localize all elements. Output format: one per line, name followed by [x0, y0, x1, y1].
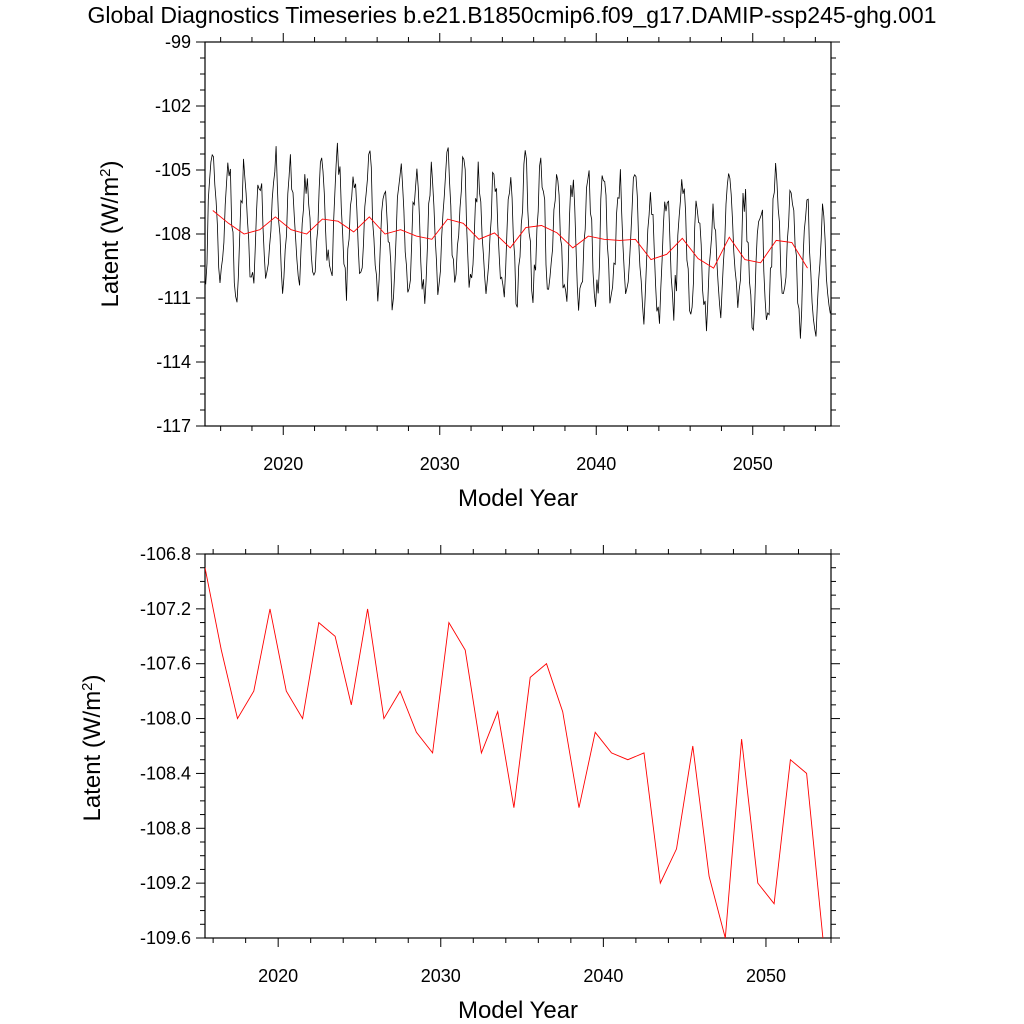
x-tick-label: 2020 [263, 454, 303, 474]
series-monthly-line [205, 142, 831, 339]
chart-panel-2: 2020 2030 2040 2050 -106.8 -107.2 -107.6 -108.0… [79, 544, 840, 1024]
y-ticks [196, 553, 840, 939]
chart-panel-1: 2020 2030 2040 2050 -99 -102 -105 -108 -111 -114 -… [97, 32, 840, 512]
y-tick-label: -106.8 [140, 544, 191, 564]
y-tick-label: -105 [155, 160, 191, 180]
y-axis-title: Latent (W/m2) [79, 674, 107, 821]
x-tick-label: 2040 [583, 966, 623, 986]
x-tick-label: 2030 [421, 966, 461, 986]
y-tick-label: -114 [156, 352, 191, 372]
x-tick-label: 2030 [420, 454, 460, 474]
y-axis-title: Latent (W/m2) [97, 160, 125, 307]
y-ticks [196, 41, 840, 427]
plot-frame [204, 41, 832, 427]
x-axis-title: Model Year [458, 997, 578, 1024]
y-tick-label: -102 [155, 96, 191, 116]
x-tick-label: 2050 [746, 966, 786, 986]
y-tick-label: -109.6 [140, 928, 191, 948]
y-tick-label: -99 [165, 32, 191, 52]
y-tick-label: -107.2 [140, 599, 191, 619]
y-tick-label: -108.8 [140, 818, 191, 838]
page-title: Global Diagnostics Timeseries b.e21.B185… [87, 2, 937, 28]
x-ticks [212, 545, 832, 947]
plot-frame [204, 553, 832, 939]
y-tick-label: -109.2 [140, 873, 191, 893]
x-axis-title: Model Year [458, 485, 578, 512]
x-tick-label: 2050 [733, 454, 773, 474]
x-ticks [220, 33, 816, 435]
y-tick-label: -108.0 [140, 709, 191, 729]
series-annual-line [212, 210, 808, 269]
y-tick-label: -108 [155, 224, 191, 244]
series-annual-line [205, 567, 824, 938]
y-tick-label: -108.4 [140, 763, 191, 783]
y-tick-label: -117 [156, 416, 191, 436]
y-tick-label: -107.6 [140, 654, 191, 674]
x-tick-label: 2020 [258, 966, 298, 986]
x-tick-label: 2040 [576, 454, 616, 474]
y-tick-label: -111 [158, 288, 191, 308]
